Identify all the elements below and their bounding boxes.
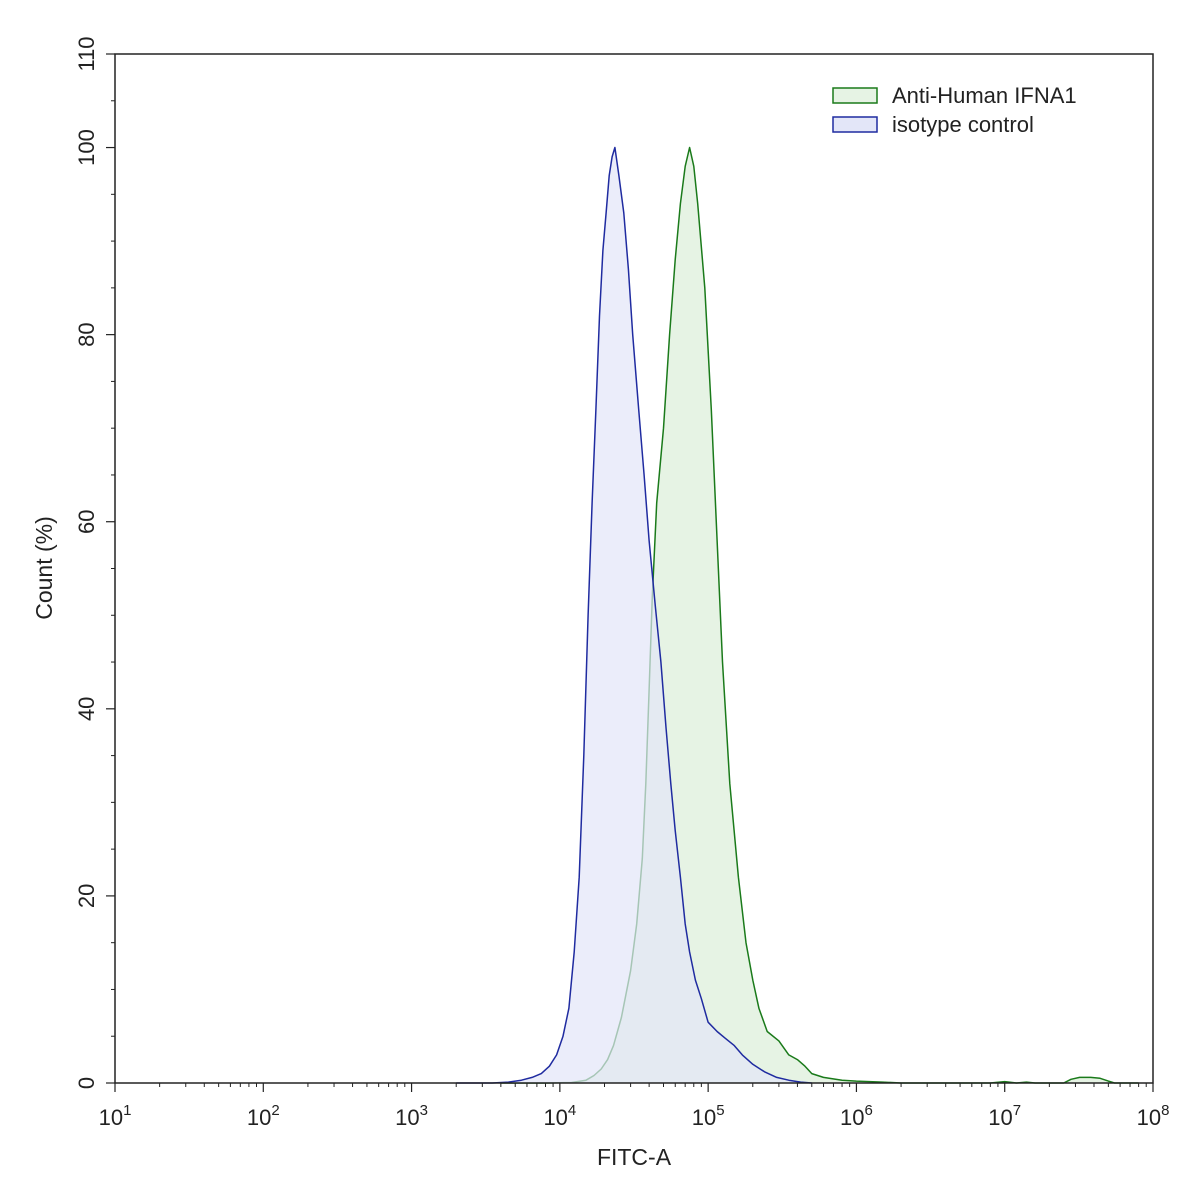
- x-tick-label: 108: [1137, 1102, 1170, 1130]
- legend-swatch: [832, 87, 878, 104]
- y-tick-label: 40: [74, 697, 99, 721]
- x-tick-label: 103: [395, 1102, 428, 1130]
- x-tick-label: 101: [99, 1102, 132, 1130]
- x-tick-label: 105: [692, 1102, 725, 1130]
- legend-label: isotype control: [892, 112, 1034, 137]
- axes: 101 102 103 104 105 106 107 108 0 20 40 60 80 100 110: [74, 36, 1169, 1130]
- legend-swatch: [832, 116, 878, 133]
- x-tick-label: 107: [988, 1102, 1021, 1130]
- series-line-1: [456, 146, 812, 1084]
- y-axis-label: Count (%): [31, 516, 57, 620]
- y-tick-label: 20: [74, 884, 99, 908]
- legend-label: Anti-Human IFNA1: [892, 83, 1077, 108]
- plot-series: [456, 146, 1139, 1084]
- series-area-1: [456, 147, 812, 1083]
- x-tick-label: 106: [840, 1102, 873, 1130]
- y-tick-label: 0: [74, 1077, 99, 1089]
- y-tick-label: 110: [74, 36, 99, 71]
- legend: Anti-Human IFNA1 isotype control: [832, 83, 1077, 137]
- y-tick-label: 100: [74, 129, 99, 166]
- y-tick-label: 60: [74, 509, 99, 533]
- y-tick-label: 80: [74, 322, 99, 346]
- x-axis-label: FITC-A: [597, 1144, 672, 1170]
- x-tick-label: 102: [247, 1102, 280, 1130]
- x-tick-label: 104: [543, 1102, 576, 1130]
